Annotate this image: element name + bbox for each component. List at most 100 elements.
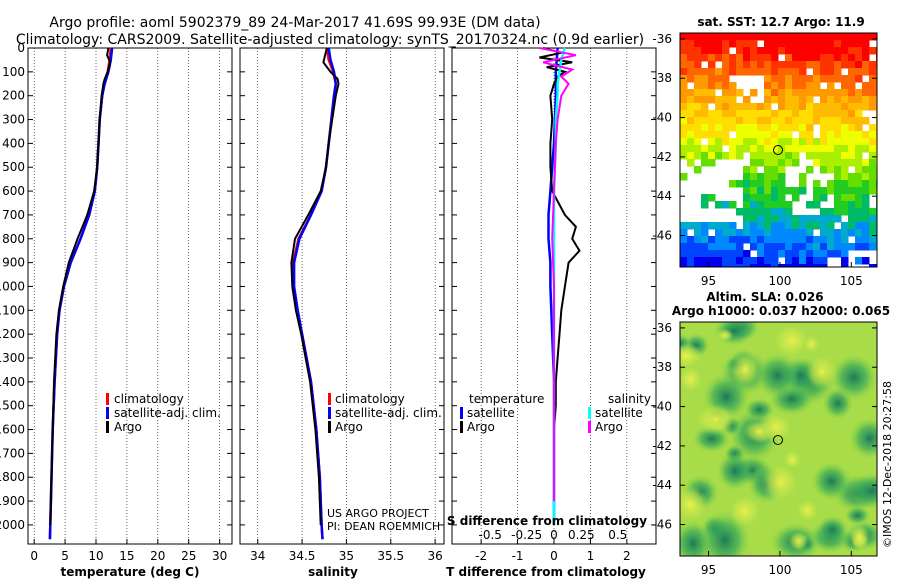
sst-cell — [855, 152, 863, 160]
sst-cell — [764, 145, 772, 153]
sst-cell — [764, 159, 772, 167]
legend-swatch-satellite — [328, 407, 331, 419]
sst-cell — [813, 47, 821, 55]
sla-high-blob — [680, 364, 704, 394]
sst-cell — [778, 110, 786, 118]
sst-cell — [743, 138, 751, 146]
sst-cell — [750, 117, 758, 125]
sst-map — [680, 33, 877, 267]
sst-cell — [834, 187, 842, 195]
sst-cell — [680, 117, 688, 125]
sst-cell — [736, 152, 744, 160]
sst-cell — [729, 117, 737, 125]
sst-cell — [869, 33, 877, 41]
sst-cell — [694, 75, 702, 83]
depth-tick-label: 1600 — [0, 423, 25, 437]
salinity-xtick-label: 35.5 — [377, 549, 404, 563]
sst-cell — [855, 54, 863, 62]
sst-cell — [680, 124, 688, 132]
sst-cell — [813, 187, 821, 195]
salinity-xtick-label: 34 — [250, 549, 265, 563]
sst-cell — [687, 264, 695, 267]
sst-cell — [701, 222, 709, 230]
sst-cell — [855, 166, 863, 174]
temperature-xtick-label: 25 — [181, 549, 196, 563]
sst-cell — [778, 264, 786, 267]
sst-cell — [799, 40, 807, 48]
sst-cell — [708, 138, 716, 146]
legend-label-satellite: satellite-adj. clim. — [114, 406, 221, 420]
map-ytick-label: -36 — [652, 32, 672, 46]
sst-cell — [750, 173, 758, 181]
sst-cell — [799, 75, 807, 83]
sst-cell — [736, 243, 744, 251]
sst-cell — [743, 180, 751, 188]
sst-cell — [785, 215, 793, 223]
sst-cell — [715, 131, 723, 139]
sst-cell — [771, 187, 779, 195]
sst-cell — [715, 68, 723, 76]
salinity-xlabel: salinity — [308, 565, 358, 579]
sst-cell — [750, 194, 758, 202]
legend-swatch-satellite — [106, 407, 109, 419]
sst-cell — [827, 222, 835, 230]
temperature-xtick-label: 0 — [30, 549, 38, 563]
sla-high-blob — [795, 498, 820, 523]
map-xtick-label: 95 — [701, 563, 716, 577]
sst-cell — [792, 117, 800, 125]
sst-cell — [778, 236, 786, 244]
sst-cell — [806, 236, 814, 244]
sst-cell — [750, 243, 758, 251]
sst-cell — [701, 110, 709, 118]
sst-cell — [701, 33, 709, 41]
sst-cell — [715, 54, 723, 62]
sst-cell — [806, 103, 814, 111]
sst-cell — [834, 166, 842, 174]
sst-cell — [799, 145, 807, 153]
sst-cell — [785, 89, 793, 97]
sst-cell — [694, 103, 702, 111]
sst-cell — [862, 236, 870, 244]
sst-cell — [813, 61, 821, 69]
sst-cell — [862, 187, 870, 195]
sst-cell — [834, 47, 842, 55]
sst-cell — [806, 89, 814, 97]
depth-tick-label: 200 — [2, 89, 25, 103]
sst-cell — [834, 152, 842, 160]
sst-cell — [820, 229, 828, 237]
sst-cell — [757, 159, 765, 167]
sst-cell — [827, 229, 835, 237]
sst-cell — [715, 40, 723, 48]
sst-cell — [680, 152, 688, 160]
sst-cell — [841, 187, 849, 195]
depth-tick-label: 600 — [2, 184, 25, 198]
sst-cell — [722, 229, 730, 237]
sst-cell — [792, 47, 800, 55]
map-ytick-label: -40 — [652, 111, 672, 125]
sst-cell — [750, 152, 758, 160]
sst-cell — [750, 131, 758, 139]
sst-cell — [855, 96, 863, 104]
sst-cell — [862, 166, 870, 174]
sst-cell — [820, 243, 828, 251]
sst-cell — [694, 229, 702, 237]
sst-cell — [792, 257, 800, 265]
sst-cell — [694, 236, 702, 244]
sst-cell — [722, 257, 730, 265]
sst-cell — [701, 257, 709, 265]
sst-cell — [855, 243, 863, 251]
sst-cell — [764, 68, 772, 76]
sst-cell — [792, 68, 800, 76]
map-ytick-label: -44 — [652, 478, 672, 492]
sst-cell — [687, 47, 695, 55]
sst-cell — [715, 47, 723, 55]
sst-cell — [750, 54, 758, 62]
legend-swatch-t-satellite — [460, 407, 463, 419]
sst-cell — [743, 54, 751, 62]
sst-cell — [785, 40, 793, 48]
sst-cell — [750, 187, 758, 195]
sst-cell — [778, 152, 786, 160]
sst-cell — [708, 194, 716, 202]
sst-cell — [680, 75, 688, 83]
sst-cell — [764, 82, 772, 90]
